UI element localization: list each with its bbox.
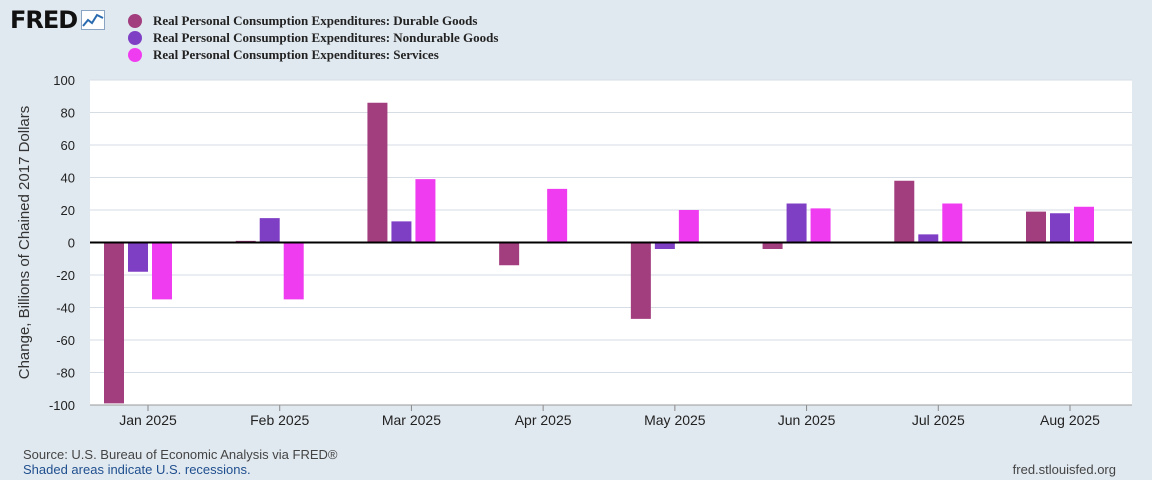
legend-swatch [128, 47, 142, 62]
x-tick-label: May 2025 [644, 412, 706, 428]
x-tick-label: Jun 2025 [778, 412, 836, 428]
x-tick-label: Jul 2025 [912, 412, 965, 428]
bar [547, 188, 568, 243]
bar [259, 218, 280, 243]
x-tick-label: Jan 2025 [119, 412, 177, 428]
bar [152, 242, 172, 300]
y-tick-label: -40 [56, 301, 75, 316]
y-tick-label: 40 [61, 171, 75, 186]
x-tick-label: Mar 2025 [382, 412, 441, 428]
logo-text: FRED [10, 6, 78, 34]
y-tick-label: 100 [53, 73, 75, 88]
bar [1074, 206, 1094, 243]
x-tick-label: Feb 2025 [250, 412, 309, 428]
source-note: Source: U.S. Bureau of Economic Analysis… [23, 447, 338, 462]
legend-item[interactable]: Real Personal Consumption Expenditures: … [128, 29, 498, 46]
bar [128, 242, 148, 272]
legend-swatch [128, 30, 142, 45]
y-tick-label: -100 [49, 398, 75, 413]
bar [786, 203, 807, 243]
bar [104, 242, 124, 404]
bar [654, 242, 675, 249]
bar [630, 242, 651, 319]
bar [810, 208, 831, 243]
bar [894, 180, 915, 243]
bar [1050, 213, 1070, 243]
bar [391, 221, 412, 243]
chart-line-icon [81, 10, 106, 30]
bar [918, 234, 939, 243]
y-tick-label: 0 [68, 236, 75, 251]
legend-label: Real Personal Consumption Expenditures: … [153, 46, 439, 62]
bar [678, 210, 699, 243]
bar [367, 102, 388, 243]
bar [283, 242, 304, 300]
legend-item[interactable]: Real Personal Consumption Expenditures: … [128, 12, 498, 29]
bar [499, 242, 520, 266]
y-tick-label: -20 [56, 268, 75, 283]
y-tick-label: 80 [61, 106, 75, 121]
bar [762, 242, 783, 249]
bar [1026, 211, 1046, 243]
legend-item[interactable]: Real Personal Consumption Expenditures: … [128, 46, 498, 63]
recession-note[interactable]: Shaded areas indicate U.S. recessions. [23, 462, 251, 477]
y-tick-label: -80 [56, 366, 75, 381]
legend-swatch [128, 13, 142, 28]
y-tick-label: 60 [61, 138, 75, 153]
y-tick-label: -60 [56, 333, 75, 348]
bar [415, 179, 436, 243]
legend-label: Real Personal Consumption Expenditures: … [153, 29, 499, 45]
fred-logo[interactable]: FRED [10, 6, 106, 34]
y-tick-label: 20 [61, 203, 75, 218]
bar [942, 203, 963, 243]
x-tick-label: Apr 2025 [515, 412, 572, 428]
x-tick-label: Aug 2025 [1040, 412, 1100, 428]
chart-legend: Real Personal Consumption Expenditures: … [128, 12, 498, 63]
fred-url[interactable]: fred.stlouisfed.org [1012, 462, 1116, 477]
legend-label: Real Personal Consumption Expenditures: … [153, 12, 478, 28]
y-axis-label: Change, Billions of Chained 2017 Dollars [16, 106, 33, 380]
